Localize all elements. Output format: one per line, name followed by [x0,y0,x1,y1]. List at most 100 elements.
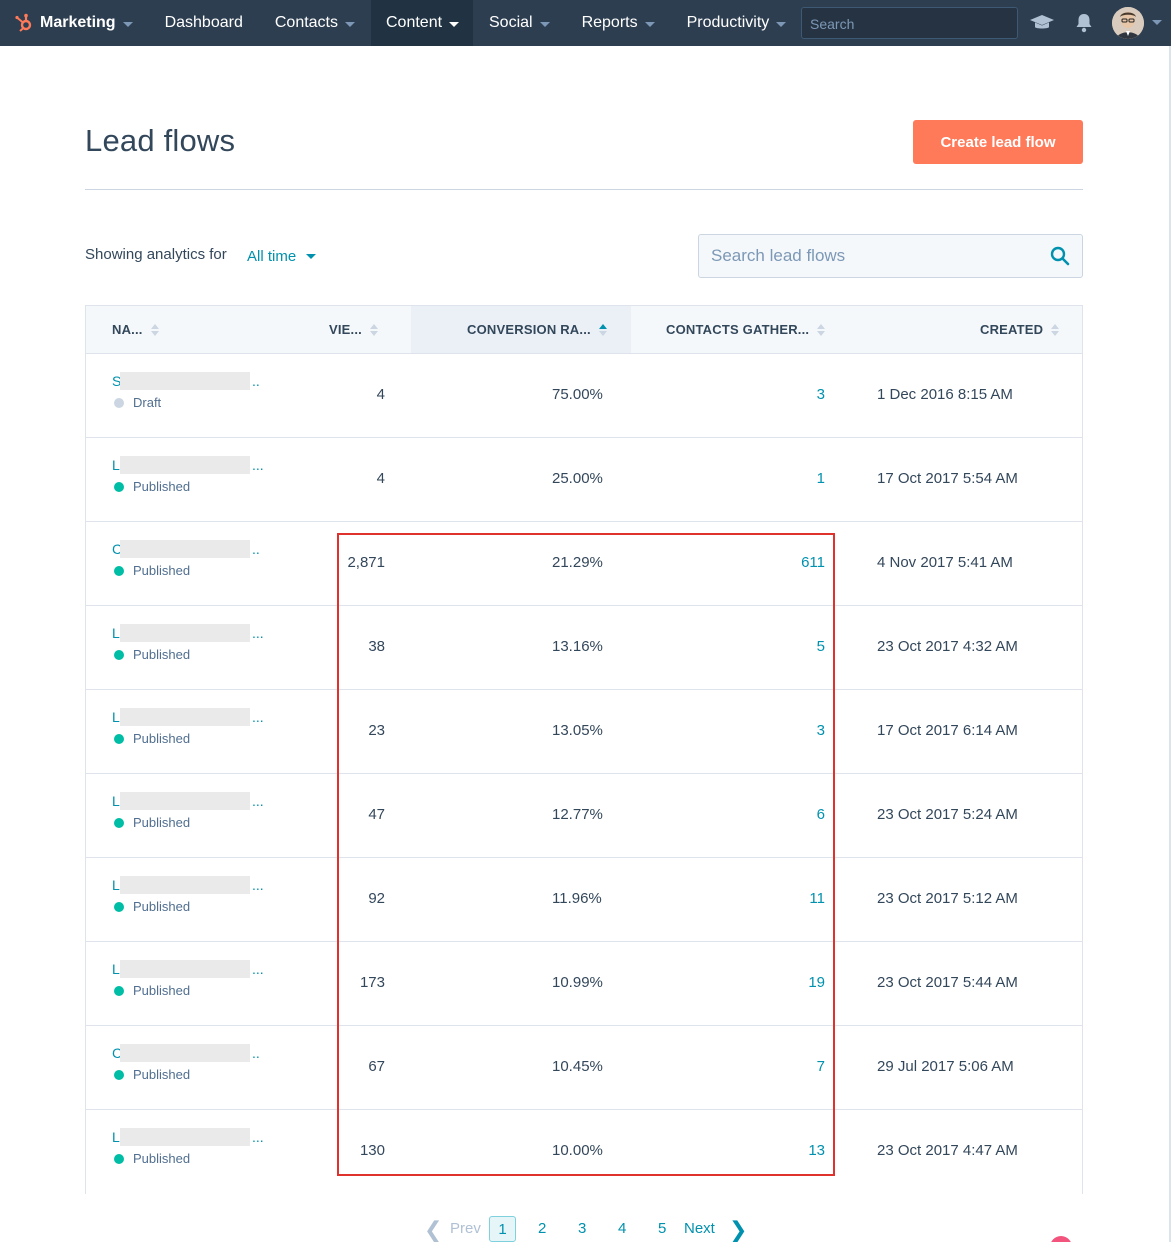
redacted-name-block [120,1128,250,1146]
conversion-rate-cell: 12.77% [552,806,603,823]
hubspot-logo-icon [15,13,32,32]
column-header-conversion-rate[interactable]: CONVERSION RA... [411,306,631,353]
table-row[interactable]: L... Published 47 12.77% 6 23 Oct 2017 5:24 A… [86,774,1082,858]
contacts-gathered-link[interactable]: 13 [808,1142,825,1159]
created-date-cell: 4 Nov 2017 5:41 AM [877,554,1013,571]
contacts-gathered-link[interactable]: 7 [816,1058,825,1075]
lead-flow-name-ellipsis: ... [252,793,264,809]
chevron-down-icon [449,21,460,27]
lead-flow-name-initial: L [112,709,120,725]
page-button-5[interactable]: 5 [658,1220,667,1237]
user-photo-icon [1112,7,1144,39]
views-cell: 173 [359,974,385,991]
created-date-cell: 23 Oct 2017 5:44 AM [877,974,1018,991]
lead-flow-name-cell: C.. Published [112,1044,272,1082]
contacts-gathered-link[interactable]: 1 [816,470,825,487]
lead-flow-name-link[interactable]: C.. [112,540,272,558]
table-row[interactable]: L... Published 173 10.99% 19 23 Oct 2017 5:44… [86,942,1082,1026]
lead-flow-name-ellipsis: .. [252,541,260,557]
status-badge: Published [112,563,272,578]
chevron-down-icon [644,21,655,27]
conversion-rate-cell: 10.00% [552,1142,603,1159]
page-button-1[interactable]: 1 [489,1216,516,1242]
page-button-2[interactable]: 2 [538,1220,547,1237]
table-row[interactable]: L... Published 38 13.16% 5 23 Oct 2017 4:32 A… [86,606,1082,690]
lead-flow-name-link[interactable]: L... [112,792,272,810]
chevron-left-icon[interactable]: ❮ [424,1217,443,1242]
status-label: Published [133,1151,191,1166]
lead-flow-name-link[interactable]: C.. [112,1044,272,1062]
status-label: Published [133,479,191,494]
page-button-4[interactable]: 4 [618,1220,627,1237]
contacts-gathered-link[interactable]: 11 [809,890,825,907]
column-header-contacts-gathered[interactable]: CONTACTS GATHER... [666,306,866,353]
create-lead-flow-button[interactable]: Create lead flow [913,120,1083,164]
academy-button[interactable] [1028,0,1056,46]
notifications-button[interactable] [1073,0,1095,46]
created-date-cell: 23 Oct 2017 4:47 AM [877,1142,1018,1159]
nav-item-reports[interactable]: Reports [566,0,671,46]
contacts-gathered-link[interactable]: 19 [808,974,825,991]
lead-flow-name-link[interactable]: L... [112,1128,272,1146]
user-avatar[interactable] [1112,7,1144,39]
contacts-gathered-link[interactable]: 6 [816,806,825,823]
table-row[interactable]: C.. Published 2,871 21.29% 611 4 Nov 2017 5:4… [86,522,1082,606]
column-header-created[interactable]: CREATED [980,306,1080,353]
search-icon[interactable] [1050,246,1070,266]
nav-marketing-menu[interactable]: Marketing [0,0,145,46]
nav-item-dashboard[interactable]: Dashboard [149,0,259,46]
chat-widget-button[interactable] [1050,1236,1072,1242]
status-label: Published [133,1067,191,1082]
column-header-views[interactable]: VIE... [329,306,409,353]
nav-item-productivity[interactable]: Productivity [671,0,803,46]
views-cell: 23 [368,722,385,739]
chevron-right-icon[interactable]: ❯ [729,1217,748,1242]
prev-page-button[interactable]: Prev [450,1220,481,1237]
nav-brand-label: Marketing [40,14,116,31]
status-dot-icon [114,1069,124,1080]
analytics-range-dropdown[interactable]: All time [247,248,317,265]
created-date-cell: 23 Oct 2017 5:12 AM [877,890,1018,907]
chevron-down-icon[interactable] [1152,20,1162,25]
views-cell: 2,871 [347,554,385,571]
contacts-gathered-link[interactable]: 611 [801,554,825,571]
lead-flow-name-link[interactable]: L... [112,960,272,978]
conversion-rate-cell: 10.45% [552,1058,603,1075]
analytics-range-label: Showing analytics for [85,246,227,263]
contacts-gathered-link[interactable]: 3 [816,386,825,403]
lead-flow-name-initial: C [112,541,120,557]
status-dot-icon [114,985,124,996]
table-row[interactable]: L... Published 23 13.05% 3 17 Oct 2017 6:14 A… [86,690,1082,774]
column-header-name[interactable]: NA... [112,306,212,353]
lead-flow-name-link[interactable]: L... [112,876,272,894]
contacts-gathered-link[interactable]: 5 [816,638,825,655]
lead-flow-name-initial: S [112,373,120,389]
chevron-down-icon [776,21,787,27]
lead-flow-name-link[interactable]: L... [112,708,272,726]
next-page-button[interactable]: Next [684,1220,715,1237]
status-badge: Published [112,647,272,662]
status-badge: Published [112,983,272,998]
page-button-3[interactable]: 3 [578,1220,587,1237]
chevron-down-icon [122,21,133,27]
table-row[interactable]: L... Published 92 11.96% 11 23 Oct 2017 5:12 … [86,858,1082,942]
table-row[interactable]: C.. Published 67 10.45% 7 29 Jul 2017 5:06 AM [86,1026,1082,1110]
nav-search-input[interactable]: Search [801,7,1018,39]
table-row[interactable]: S.. Draft 4 75.00% 3 1 Dec 2016 8:15 AM [86,354,1082,438]
nav-item-contacts[interactable]: Contacts [259,0,371,46]
scrollbar-track[interactable] [1169,46,1171,1242]
contacts-gathered-link[interactable]: 3 [816,722,825,739]
table-row[interactable]: L... Published 4 25.00% 1 17 Oct 2017 5:54 AM [86,438,1082,522]
lead-flow-name-ellipsis: ... [252,709,264,725]
search-lead-flows-input[interactable]: Search lead flows [698,234,1083,278]
views-cell: 92 [368,890,385,907]
table-row[interactable]: L... Published 130 10.00% 13 23 Oct 2017 4:47… [86,1110,1082,1194]
chevron-down-icon [539,21,550,27]
nav-item-content[interactable]: Content [371,0,473,46]
nav-item-label: Reports [581,14,638,31]
lead-flow-name-link[interactable]: L... [112,624,272,642]
nav-item-label: Social [489,14,533,31]
nav-item-social[interactable]: Social [473,0,566,46]
lead-flow-name-link[interactable]: L... [112,456,272,474]
lead-flow-name-link[interactable]: S.. [112,372,272,390]
